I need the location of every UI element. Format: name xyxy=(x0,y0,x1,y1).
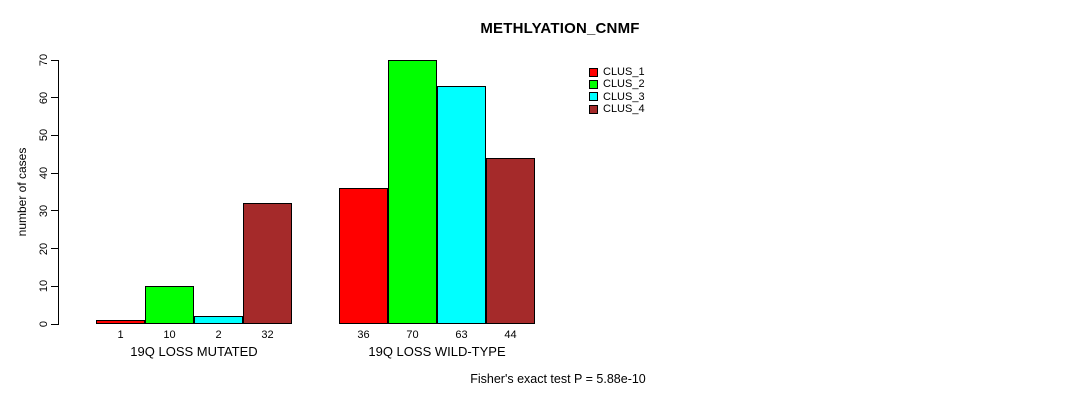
y-axis-line xyxy=(58,60,60,324)
bar-value-label: 10 xyxy=(163,329,176,341)
y-axis-tick xyxy=(51,210,59,212)
legend-swatch xyxy=(589,79,598,89)
y-axis-tick-label: 70 xyxy=(38,53,50,67)
bar-clus_2 xyxy=(145,286,194,324)
bar-clus_1 xyxy=(96,320,145,324)
legend-item: CLUS_4 xyxy=(589,103,645,115)
legend-label: CLUS_3 xyxy=(603,90,645,103)
bar-value-label: 1 xyxy=(117,329,124,341)
bar-clus_1 xyxy=(339,188,388,324)
y-axis-tick xyxy=(51,323,59,325)
group-label: 19Q LOSS WILD-TYPE xyxy=(368,344,506,359)
bar-value-label: 32 xyxy=(261,329,274,341)
legend-swatch xyxy=(589,67,598,77)
y-axis-tick-label: 20 xyxy=(38,242,50,255)
y-axis-tick-label: 60 xyxy=(38,91,50,104)
legend-label: CLUS_1 xyxy=(603,66,645,79)
legend-label: CLUS_4 xyxy=(603,103,645,116)
legend-swatch xyxy=(589,104,598,114)
y-axis-tick xyxy=(51,59,59,61)
y-axis-tick xyxy=(51,134,59,136)
legend-item: CLUS_2 xyxy=(589,78,645,90)
y-axis-label: number of cases xyxy=(15,147,29,237)
legend-item: CLUS_1 xyxy=(589,66,645,78)
bar-value-label: 2 xyxy=(215,329,222,341)
legend-label: CLUS_2 xyxy=(603,78,645,91)
y-axis-tick-label: 30 xyxy=(38,204,50,217)
annotation-fisher-test: Fisher's exact test P = 5.88e-10 xyxy=(470,372,646,386)
y-axis-tick-label: 50 xyxy=(38,129,50,142)
bar-value-label: 70 xyxy=(406,329,419,341)
legend: CLUS_1 CLUS_2 CLUS_3 CLUS_4 xyxy=(589,66,645,115)
bar-clus_3 xyxy=(194,316,243,324)
legend-swatch xyxy=(589,92,598,102)
y-axis-tick xyxy=(51,248,59,250)
bar-clus_3 xyxy=(437,86,486,324)
y-axis-tick-label: 0 xyxy=(38,320,50,328)
y-axis-tick-label: 40 xyxy=(38,167,50,180)
group-label: 19Q LOSS MUTATED xyxy=(130,344,258,359)
bar-clus_4 xyxy=(486,158,535,324)
bar-value-label: 36 xyxy=(357,329,370,341)
y-axis-tick-label: 10 xyxy=(38,280,50,293)
chart-title: METHLYATION_CNMF xyxy=(480,20,640,37)
bar-clus_2 xyxy=(388,60,437,324)
y-axis-tick xyxy=(51,172,59,174)
bar-clus_4 xyxy=(243,203,292,324)
y-axis-tick xyxy=(51,97,59,99)
y-axis-tick xyxy=(51,285,59,287)
legend-item: CLUS_3 xyxy=(589,91,645,103)
bar-value-label: 63 xyxy=(455,329,468,341)
bar-value-label: 44 xyxy=(504,329,517,341)
